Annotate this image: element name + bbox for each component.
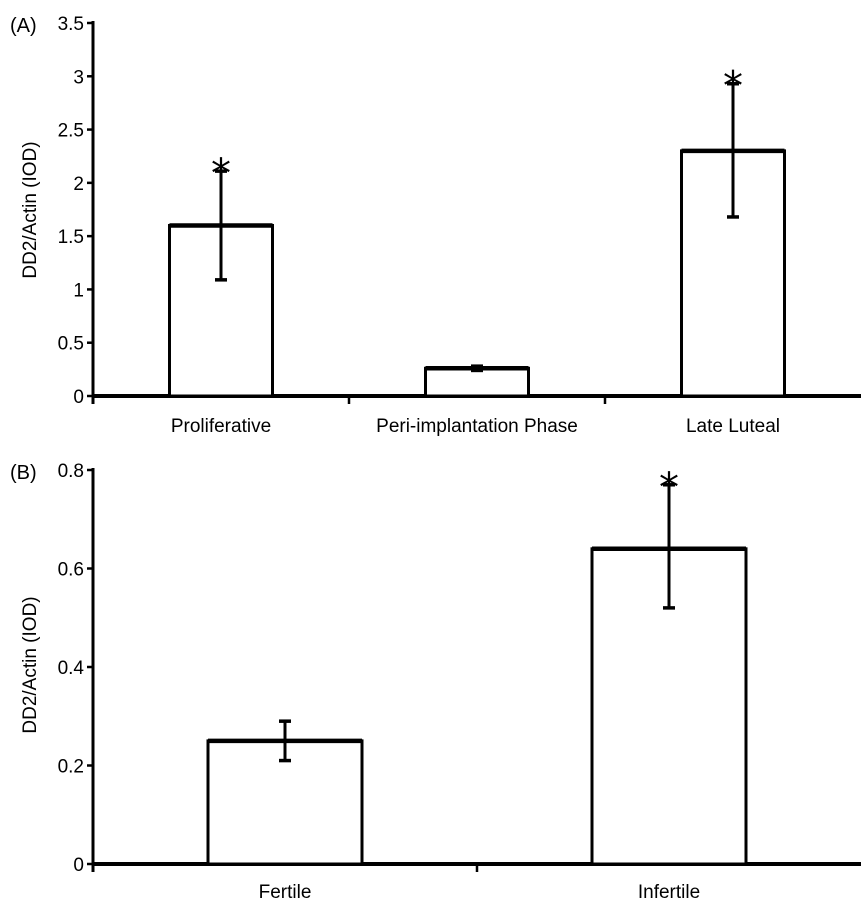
y-tick-label: 0.4 <box>58 658 85 679</box>
significance-star: * <box>659 465 679 511</box>
y-tick-label: 1.5 <box>58 227 84 248</box>
y-tick-label: 3.5 <box>58 14 84 35</box>
y-tick-label: 0.5 <box>58 334 84 355</box>
y-tick-label: 0.8 <box>58 461 84 482</box>
bar <box>424 366 530 398</box>
y-tick-label: 2.5 <box>58 121 84 142</box>
y-axis-label: DD2/Actin (IOD) <box>20 141 41 278</box>
x-category-label: Infertile <box>638 882 700 903</box>
x-category-label: Late Luteal <box>686 416 780 437</box>
x-category-label: Fertile <box>259 882 312 903</box>
y-tick-label: 0.6 <box>58 560 84 581</box>
y-tick-label: 0.2 <box>58 757 84 778</box>
y-tick-label: 0 <box>73 387 84 408</box>
significance-star: * <box>211 151 231 197</box>
y-tick-label: 3 <box>73 67 84 88</box>
x-category-label: Peri-implantation Phase <box>376 416 578 437</box>
panel-label: (A) <box>10 15 37 37</box>
panel-a: (A) DD2/Actin (IOD) 0 0.5 1 1.5 2 2.5 3 3.5 Prolif… <box>10 14 861 437</box>
y-axis-label: DD2/Actin (IOD) <box>20 596 41 733</box>
y-tick-label: 0 <box>73 855 84 876</box>
y-tick-label: 2 <box>73 174 84 195</box>
significance-star: * <box>723 64 743 110</box>
panel-label: (B) <box>10 462 37 484</box>
panel-b: (B) DD2/Actin (IOD) 0 0.2 0.4 0.6 0.8 Fertile In… <box>10 461 861 903</box>
y-tick-label: 1 <box>73 280 84 301</box>
x-category-label: Proliferative <box>171 416 271 437</box>
